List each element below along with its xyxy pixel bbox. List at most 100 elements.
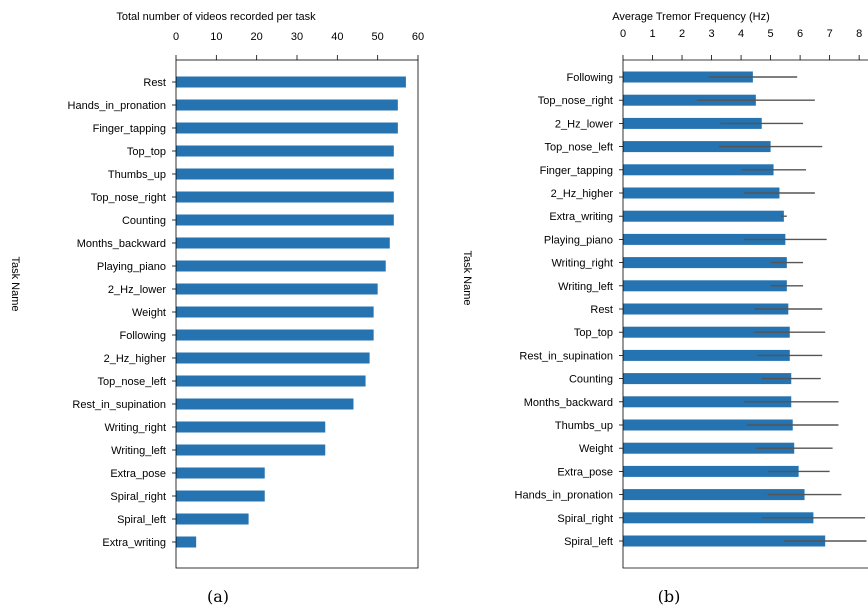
chart-b-category-label: Months_backward: [524, 397, 613, 409]
chart-b-bar: [623, 94, 756, 106]
chart-b-frame: [622, 59, 868, 569]
chart-a-bar: [176, 99, 398, 111]
chart-b-category-label: Weight: [579, 443, 613, 455]
chart-a-bar: [176, 214, 394, 226]
chart-b-x-tick-label: 7: [827, 28, 833, 40]
chart-a-bar: [176, 237, 390, 249]
chart-a-title: Total number of videos recorded per task: [116, 11, 316, 23]
chart-b-bar: [623, 442, 795, 454]
chart-a-category-label: Following: [120, 330, 166, 342]
chart-b-category-label: Top_top: [574, 327, 613, 339]
chart-a-x-tick-label: 0: [173, 31, 179, 43]
chart-a-category-label: Top_nose_right: [91, 192, 166, 204]
chart-b-bar: [623, 396, 792, 408]
chart-b-bar: [623, 303, 789, 315]
chart-a-bar: [176, 306, 374, 318]
chart-a-category-label: Top_nose_left: [98, 376, 167, 388]
chart-b-bar: [623, 326, 790, 338]
chart-a-category-label: Spiral_right: [110, 491, 166, 503]
chart-b-x-tick-label: 2: [679, 28, 685, 40]
chart-b-x-tick-label: 3: [708, 28, 714, 40]
chart-a-bars: [176, 76, 406, 548]
chart-b-bar: [623, 210, 784, 222]
chart-a-category-label: Writing_left: [111, 445, 166, 457]
chart-b-bar: [623, 419, 793, 431]
chart-a-category-label: Hands_in_pronation: [68, 100, 166, 112]
chart-b-error-bars: [696, 76, 867, 542]
chart-a-bar: [176, 329, 374, 341]
chart-a-ylabel: Task Name: [9, 256, 21, 311]
chart-a-category-label: Extra_pose: [110, 468, 166, 480]
tremor-frequency-chart: Average Tremor Frequency (Hz) Task Name …: [461, 11, 868, 606]
chart-b-category-label: Following: [567, 72, 613, 84]
chart-b-caption: (b): [658, 587, 681, 606]
chart-a-bar: [176, 145, 394, 157]
chart-b-category-label: Extra_pose: [557, 466, 613, 478]
chart-b-ylabel: Task Name: [461, 250, 473, 305]
chart-b-category-label: Writing_left: [558, 281, 613, 293]
chart-b-bar: [623, 117, 762, 129]
chart-a-category-label: Top_top: [127, 146, 166, 158]
chart-b-title: Average Tremor Frequency (Hz): [612, 11, 770, 23]
chart-a-category-label: Rest_in_supination: [72, 399, 166, 411]
chart-b-bar: [623, 465, 799, 477]
chart-a-bar: [176, 467, 265, 479]
chart-a-category-label: Playing_piano: [97, 261, 166, 273]
chart-a-category-label: Counting: [122, 215, 166, 227]
chart-b-category-label: Extra_writing: [549, 211, 613, 223]
chart-b-category-label: Top_nose_right: [538, 95, 613, 107]
chart-a-bar: [176, 352, 370, 364]
chart-b-bar: [623, 141, 771, 153]
chart-a-category-label: Spiral_left: [117, 514, 166, 526]
chart-b-bar: [623, 164, 774, 176]
chart-a-x-tick-label: 20: [251, 31, 263, 43]
chart-b-x-tick-label: 1: [649, 28, 655, 40]
chart-b-category-label: Thumbs_up: [555, 420, 613, 432]
chart-b-category-label: Playing_piano: [544, 234, 613, 246]
chart-a-bar: [176, 283, 378, 295]
chart-a-bar: [176, 490, 265, 502]
chart-a-category-label: Weight: [132, 307, 166, 319]
chart-b-x-tick-label: 0: [620, 28, 626, 40]
chart-a-category-labels: Rest Hands_in_pronation Finger_tapping Top_…: [68, 77, 176, 549]
chart-a-category-label: Months_backward: [77, 238, 166, 250]
chart-a-x-tick-label: 60: [412, 31, 424, 43]
chart-a-bar: [176, 375, 366, 387]
chart-a-category-label: 2_Hz_lower: [108, 284, 166, 296]
chart-b-category-label: Counting: [569, 374, 613, 386]
chart-b-x-tick-label: 8: [856, 28, 862, 40]
chart-b-category-label: Finger_tapping: [540, 165, 613, 177]
chart-b-category-label: 2_Hz_higher: [551, 188, 614, 200]
chart-a-x-tick-label: 10: [210, 31, 222, 43]
chart-b-category-label: Writing_right: [551, 258, 613, 270]
chart-a-bar: [176, 421, 326, 433]
chart-b-category-label: 2_Hz_lower: [555, 118, 613, 130]
chart-b-bar: [623, 71, 753, 83]
chart-a-bar: [176, 536, 197, 548]
chart-a-x-axis: 0 10 20 30 40 50 60: [173, 31, 424, 60]
chart-b-bar: [623, 373, 792, 385]
chart-b-x-tick-label: 5: [768, 28, 774, 40]
chart-a-frame: [175, 59, 419, 569]
chart-b-bar: [623, 349, 790, 361]
videos-per-task-chart: Total number of videos recorded per task…: [9, 11, 424, 606]
chart-a-bar: [176, 398, 354, 410]
chart-a-category-label: Writing_right: [104, 422, 166, 434]
chart-b-bar: [623, 535, 826, 547]
chart-b-bar: [623, 257, 787, 269]
chart-a-bar: [176, 168, 394, 180]
chart-b-bar: [623, 187, 780, 199]
chart-a-caption: (a): [207, 587, 229, 606]
chart-a-bar: [176, 444, 326, 456]
chart-a-category-label: Finger_tapping: [93, 123, 166, 135]
chart-b-bar: [623, 280, 787, 292]
chart-b-category-label: Spiral_right: [557, 513, 613, 525]
chart-a-bar: [176, 76, 406, 88]
chart-a-bar: [176, 122, 398, 134]
chart-b-category-label: Spiral_left: [564, 536, 613, 548]
chart-b-x-tick-label: 6: [797, 28, 803, 40]
chart-a-category-label: Thumbs_up: [108, 169, 166, 181]
chart-a-x-tick-label: 40: [331, 31, 343, 43]
chart-a-x-tick-label: 50: [372, 31, 384, 43]
